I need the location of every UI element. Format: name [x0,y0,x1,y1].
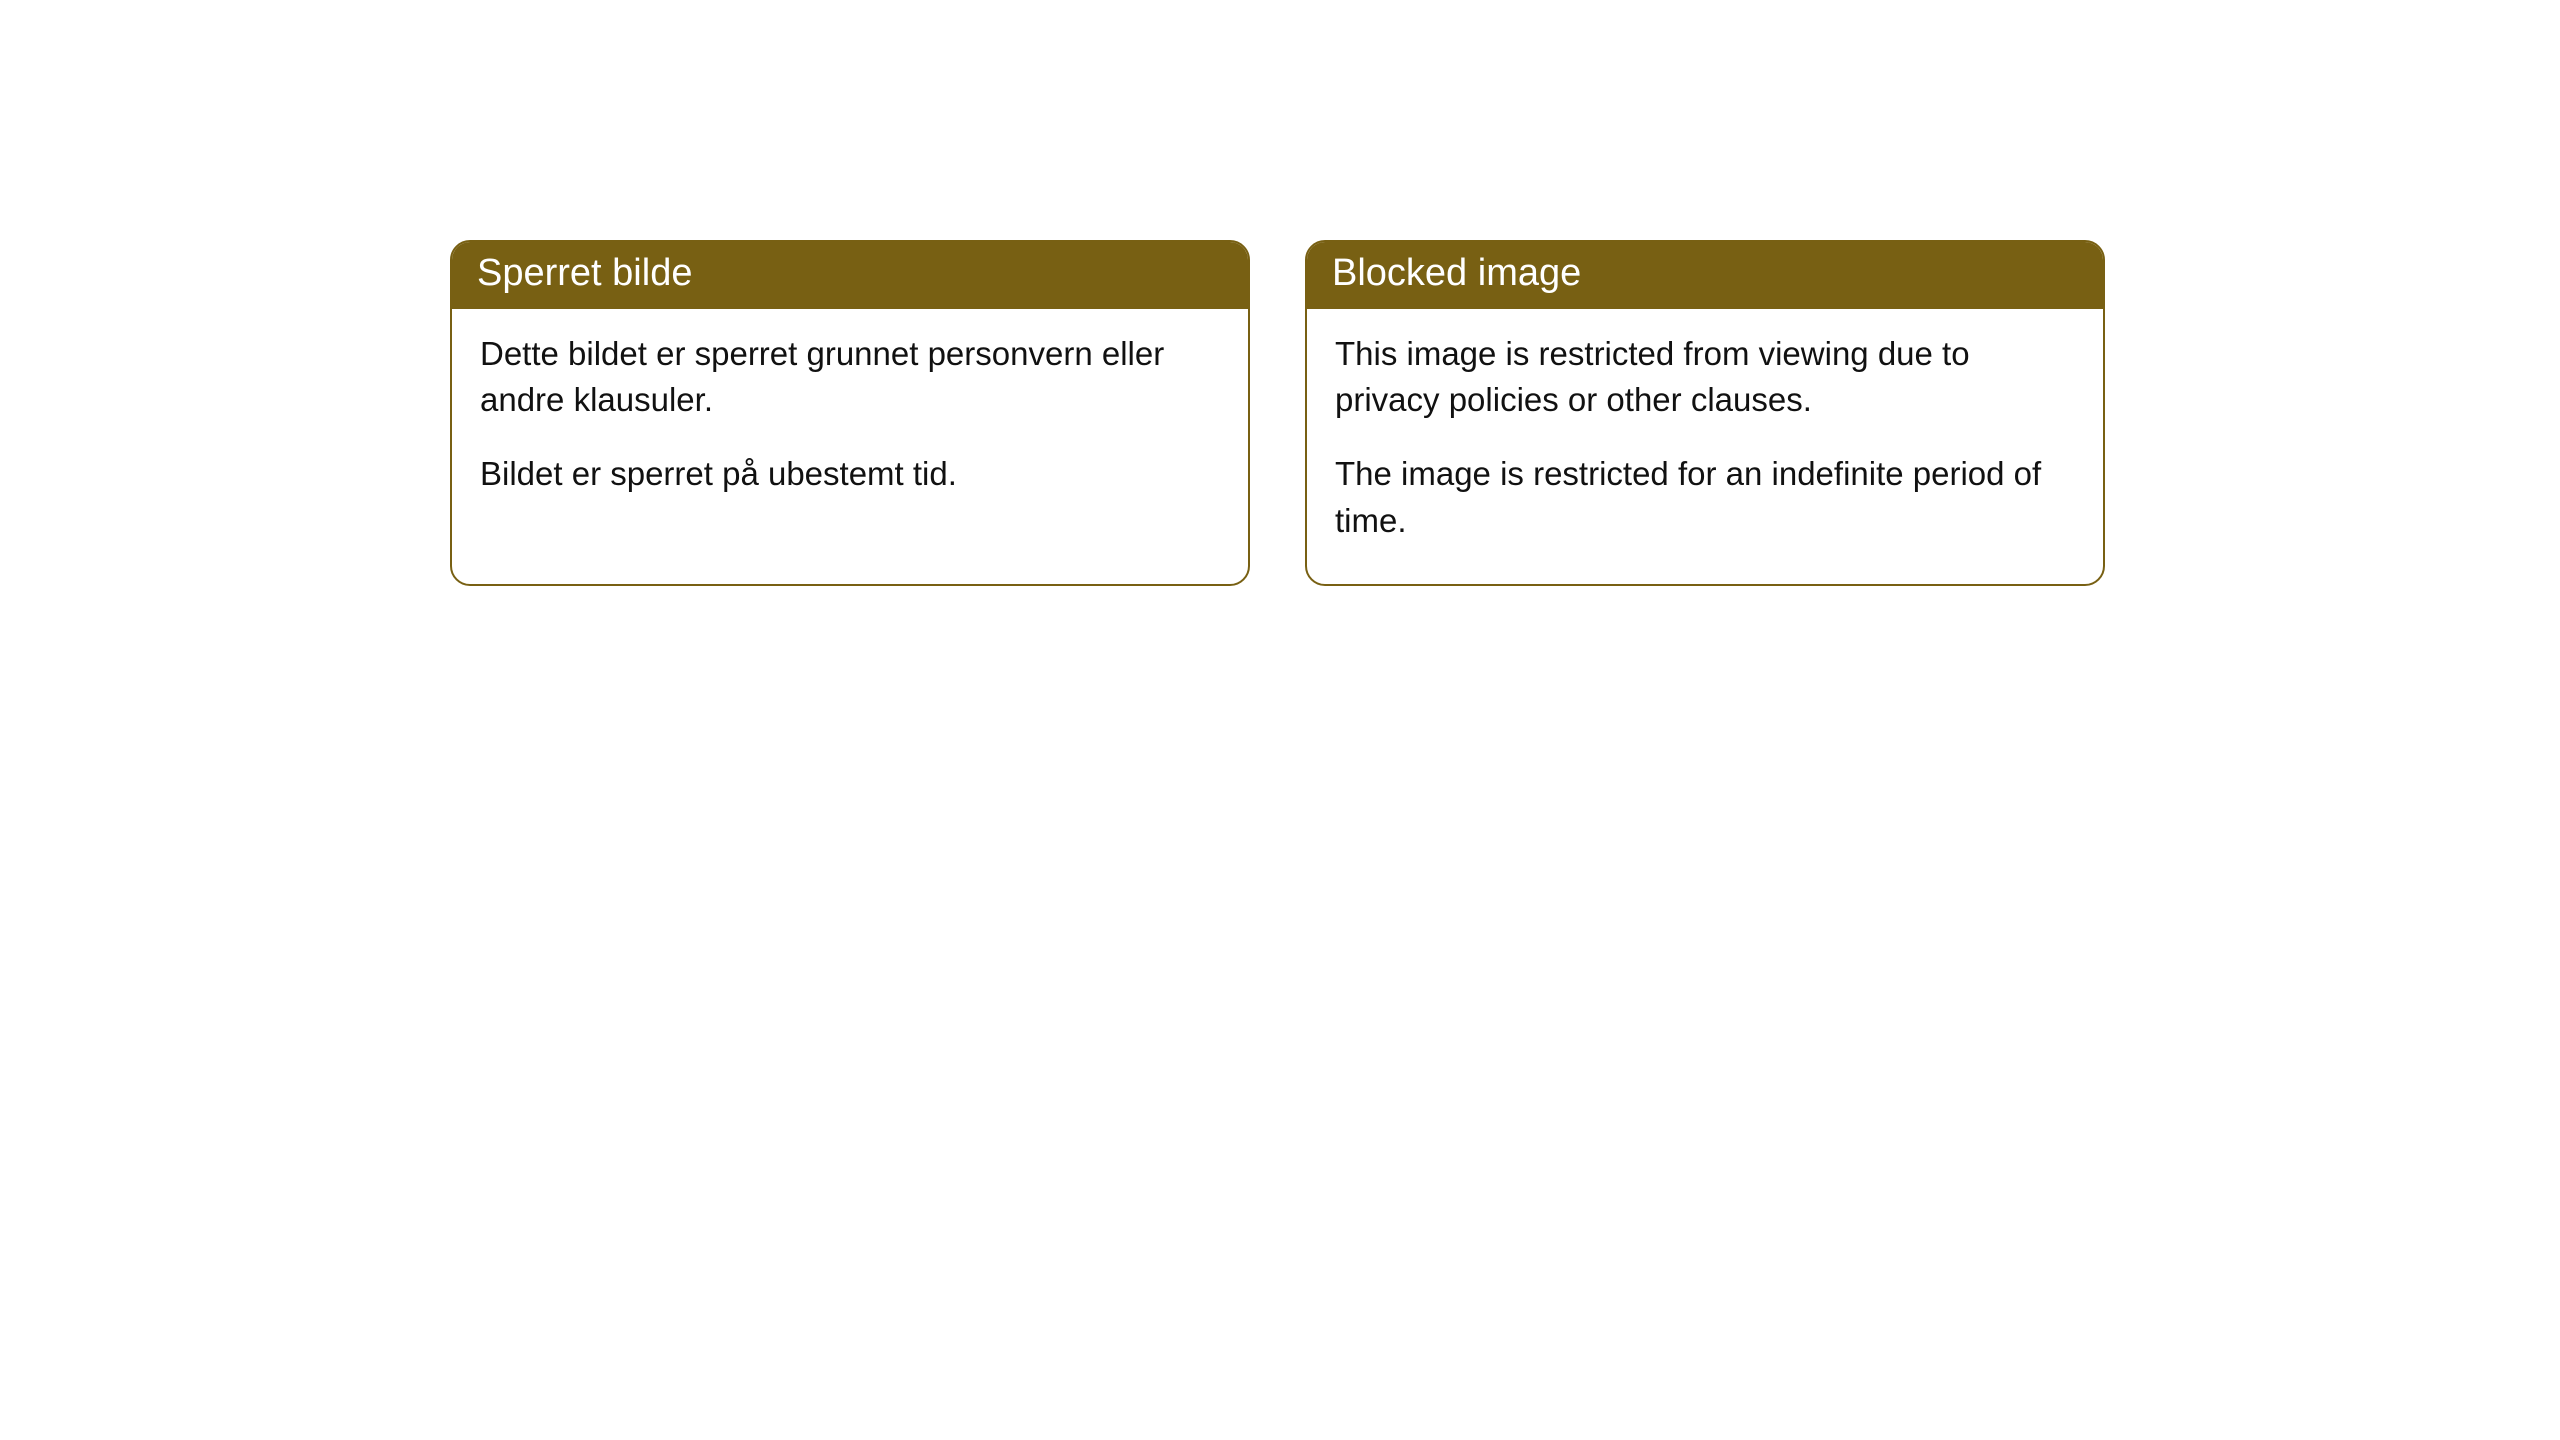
card-body: Dette bildet er sperret grunnet personve… [452,309,1248,538]
card-paragraph: Bildet er sperret på ubestemt tid. [480,451,1220,497]
blocked-image-card-english: Blocked image This image is restricted f… [1305,240,2105,586]
notice-cards-container: Sperret bilde Dette bildet er sperret gr… [0,0,2560,586]
card-header: Sperret bilde [452,242,1248,309]
card-header: Blocked image [1307,242,2103,309]
card-paragraph: The image is restricted for an indefinit… [1335,451,2075,543]
blocked-image-card-norwegian: Sperret bilde Dette bildet er sperret gr… [450,240,1250,586]
card-paragraph: Dette bildet er sperret grunnet personve… [480,331,1220,423]
card-body: This image is restricted from viewing du… [1307,309,2103,584]
card-paragraph: This image is restricted from viewing du… [1335,331,2075,423]
